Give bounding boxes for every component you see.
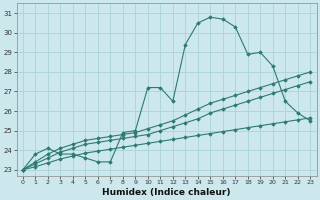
X-axis label: Humidex (Indice chaleur): Humidex (Indice chaleur)	[102, 188, 231, 197]
